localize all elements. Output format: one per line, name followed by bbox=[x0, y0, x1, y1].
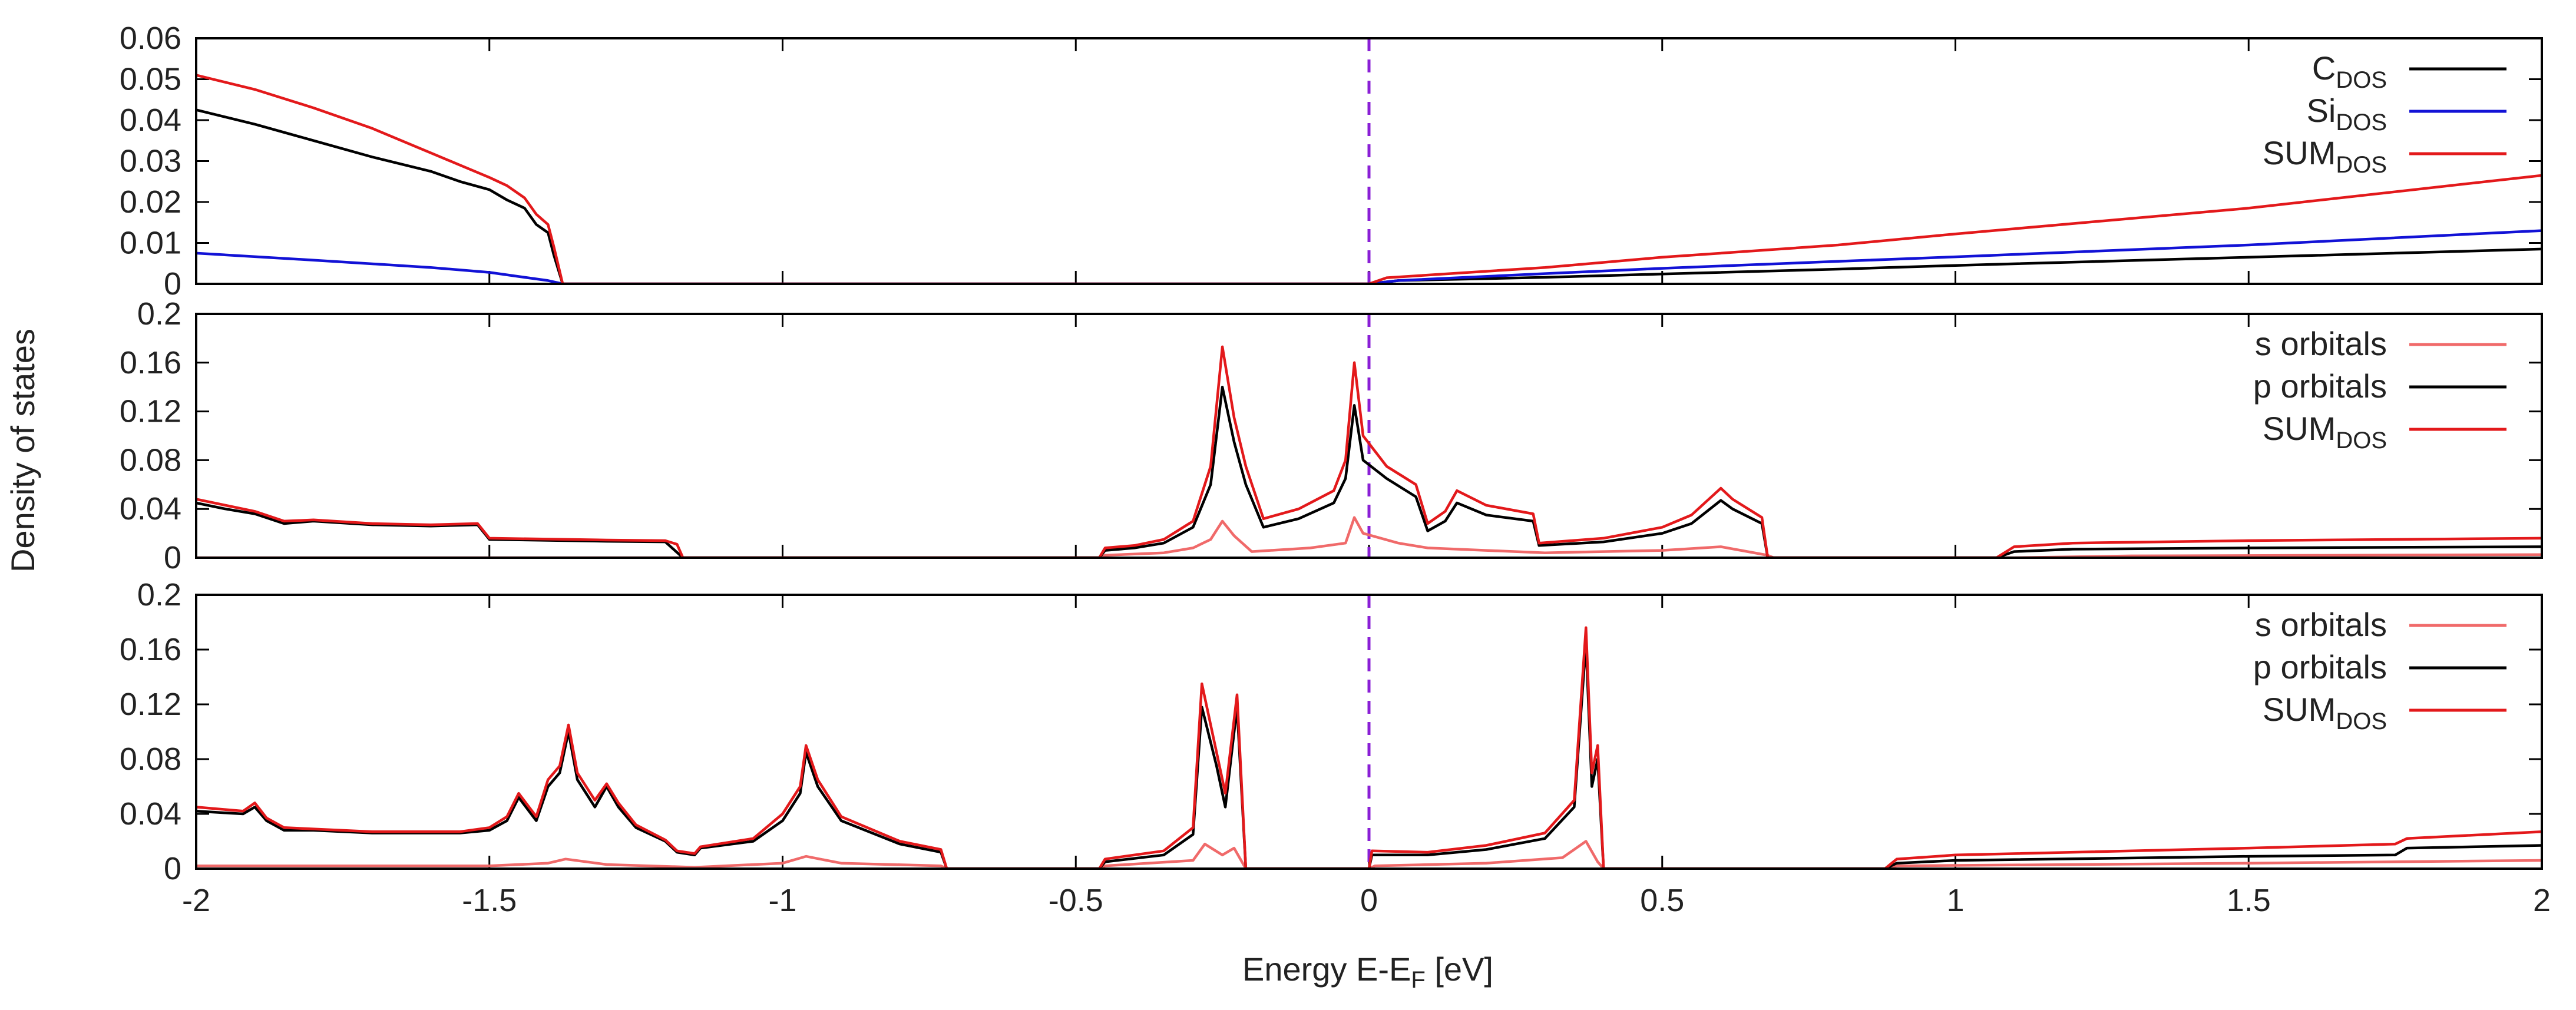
legend-label: s orbitals bbox=[2255, 325, 2387, 362]
x-tick-label: -2 bbox=[182, 883, 210, 918]
legend-label-main: SUM bbox=[2263, 410, 2336, 447]
legend-label-main: s orbitals bbox=[2255, 325, 2387, 362]
legend-label-main: s orbitals bbox=[2255, 606, 2387, 643]
legend-label-sub: DOS bbox=[2336, 152, 2387, 178]
legend-label-main: SUM bbox=[2263, 691, 2336, 728]
legend-label: CDOS bbox=[2312, 49, 2387, 93]
y-tick-label: 0.12 bbox=[120, 394, 181, 429]
y-tick-label: 0.05 bbox=[120, 62, 181, 97]
y-tick-label: 0.2 bbox=[137, 296, 181, 332]
x-axis-title-main: Energy E-E bbox=[1242, 951, 1411, 988]
legend-label-sub: DOS bbox=[2336, 67, 2387, 93]
y-tick-label: 0.08 bbox=[120, 741, 181, 777]
legend-label-main: Si bbox=[2307, 92, 2336, 129]
series-group bbox=[196, 345, 2542, 558]
y-tick-label: 0.16 bbox=[120, 632, 181, 667]
panel-middle: 0 0.04 0.08 0.12 0.16 0.2 s orbitals p orbitals… bbox=[120, 296, 2543, 575]
legend: s orbitals p orbitals SUMDOS bbox=[2253, 606, 2506, 734]
x-axis-title: Energy E-EF [eV] bbox=[1242, 951, 1493, 993]
y-tick-label: 0.16 bbox=[120, 345, 181, 380]
y-tick-label: 0.02 bbox=[120, 184, 181, 220]
series-group bbox=[196, 74, 2542, 284]
y-tick-label: 0.01 bbox=[120, 226, 181, 261]
series-line-sum-dos bbox=[196, 74, 2542, 284]
legend-label-main: C bbox=[2312, 49, 2336, 87]
y-tick-label: 0.06 bbox=[120, 21, 181, 56]
legend-label: p orbitals bbox=[2253, 648, 2387, 686]
series-line-sum-dos bbox=[196, 626, 2542, 869]
series-line-c-dos bbox=[196, 108, 2542, 284]
x-tick-label: -0.5 bbox=[1049, 883, 1103, 918]
legend: s orbitals p orbitals SUMDOS bbox=[2253, 325, 2506, 453]
series-line-sum-dos bbox=[196, 345, 2542, 558]
y-tick-label: 0.2 bbox=[137, 577, 181, 612]
panel-frame bbox=[195, 313, 2543, 559]
series-group bbox=[196, 626, 2542, 869]
y-tick-label: 0 bbox=[164, 266, 181, 302]
panel-frame bbox=[195, 37, 2543, 285]
series-line-si-dos bbox=[196, 229, 2542, 284]
x-tick-label: -1 bbox=[768, 883, 796, 918]
x-tick-label: 0.5 bbox=[1640, 883, 1684, 918]
legend-label-main: p orbitals bbox=[2253, 367, 2387, 405]
series-line-s-orbitals bbox=[196, 840, 2542, 869]
x-tick-label: 1.5 bbox=[2227, 883, 2271, 918]
x-axis-title-sub: F bbox=[1411, 967, 1425, 993]
legend-label: SiDOS bbox=[2307, 92, 2387, 135]
panel-frame bbox=[195, 594, 2543, 870]
panel-bottom: 0 0.04 0.08 0.12 0.16 0.2 s orbitals p orbitals… bbox=[120, 577, 2543, 886]
x-tick-label: 0 bbox=[1360, 883, 1378, 918]
y-tick-label: 0.03 bbox=[120, 144, 181, 179]
y-tick-label: 0.08 bbox=[120, 442, 181, 478]
x-axis-title-suffix: [eV] bbox=[1426, 951, 1493, 988]
legend-label: SUMDOS bbox=[2263, 691, 2387, 734]
legend-label-sub: DOS bbox=[2336, 708, 2387, 734]
y-tick-label: 0.12 bbox=[120, 687, 181, 722]
legend-label-main: SUM bbox=[2263, 134, 2336, 171]
y-tick-label: 0.04 bbox=[120, 491, 181, 526]
legend-label-sub: DOS bbox=[2336, 428, 2387, 453]
legend-label-main: p orbitals bbox=[2253, 648, 2387, 686]
x-tick-label: 2 bbox=[2533, 883, 2551, 918]
legend-label: s orbitals bbox=[2255, 606, 2387, 643]
panels-layer: 00.010.020.030.040.050.06CDOSSiDOSSUMDOS… bbox=[120, 21, 2551, 918]
legend-label: SUMDOS bbox=[2263, 134, 2387, 178]
y-tick-label: 0 bbox=[164, 540, 181, 575]
y-tick-label: 0.04 bbox=[120, 796, 181, 832]
legend-label-sub: DOS bbox=[2336, 110, 2387, 135]
y-tick-label: 0.04 bbox=[120, 102, 181, 138]
x-tick-label: 1 bbox=[1946, 883, 1964, 918]
legend-label: p orbitals bbox=[2253, 367, 2387, 405]
y-tick-label: 0 bbox=[164, 851, 181, 886]
legend-label: SUMDOS bbox=[2263, 410, 2387, 453]
y-axis-title: Density of states bbox=[4, 329, 41, 572]
x-tick-label: -1.5 bbox=[462, 883, 517, 918]
